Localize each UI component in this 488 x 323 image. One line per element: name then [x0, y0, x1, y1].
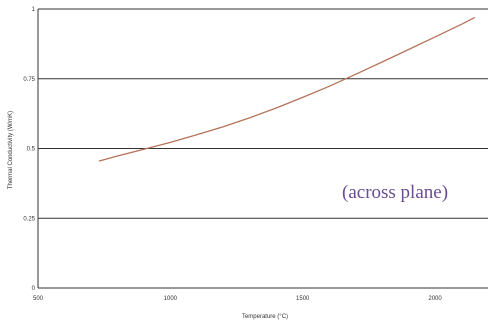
y-tick-label-2: 0.5	[27, 147, 36, 153]
annotation-label: (across plane)	[342, 182, 448, 203]
data-series	[98, 16, 476, 162]
y-tick-label-0: 0	[32, 286, 36, 292]
x-tick-label-3: 2000	[428, 296, 442, 302]
y-tick-label-3: 0.75	[23, 77, 35, 83]
x-axis-label: Temperature (°C)	[242, 314, 288, 320]
grid-lines	[37, 8, 488, 289]
x-tick-label-0: 500	[33, 296, 44, 302]
series-line-0	[98, 16, 476, 162]
x-tick-label-1: 1000	[164, 296, 178, 302]
x-tick-label-2: 1500	[296, 296, 310, 302]
y-tick-label-1: 0.25	[23, 216, 35, 222]
y-axis-label: Thermal Conductivity (W/mK)	[8, 111, 14, 189]
y-tick-label-4: 1	[32, 7, 36, 13]
